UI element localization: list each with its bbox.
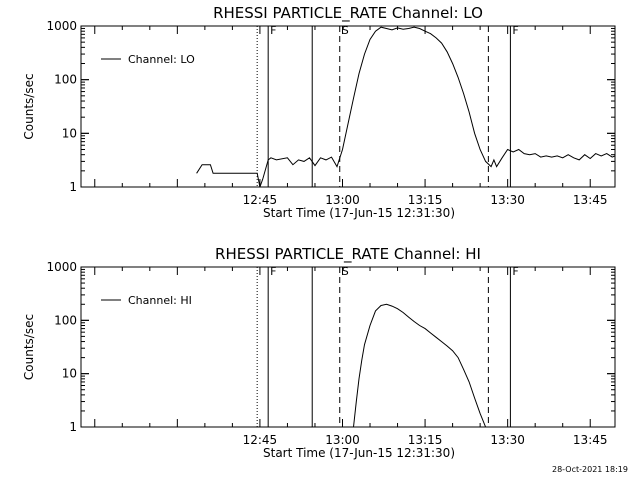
time-marker-label: F [270, 265, 276, 278]
timestamp: 28-Oct-2021 18:19 [552, 465, 628, 474]
chart-title: RHESSI PARTICLE_RATE Channel: LO [213, 4, 483, 23]
x-axis-label: Start Time (17-Jun-15 12:31:30) [263, 206, 455, 220]
legend: Channel: HI [101, 294, 192, 307]
plot-frame [80, 266, 616, 428]
x-tick-label: 12:45 [243, 433, 278, 447]
x-axis-label: Start Time (17-Jun-15 12:31:30) [263, 446, 455, 460]
chart-title: RHESSI PARTICLE_RATE Channel: HI [215, 245, 481, 264]
legend-label: Channel: LO [128, 53, 195, 66]
y-tick-label: 1 [69, 180, 77, 194]
x-tick-label: 13:45 [573, 193, 608, 207]
x-tick-label: 13:45 [573, 433, 608, 447]
x-tick-label: 13:15 [408, 433, 443, 447]
y-tick-label: 100 [54, 313, 77, 327]
time-marker-label: S [342, 24, 349, 37]
y-axis-label: Counts/sec [22, 314, 36, 380]
time-marker-label: F [270, 24, 276, 37]
chart-panel-1: RHESSI PARTICLE_RATE Channel: LO 1 10 100 10… [22, 4, 616, 220]
y-tick-label: 1 [69, 420, 77, 434]
x-tick-label: 13:30 [490, 193, 525, 207]
y-axis-label: Counts/sec [22, 73, 36, 139]
y-tick-label: 10 [62, 367, 77, 381]
series-line [353, 303, 487, 427]
x-tick-label: 13:00 [325, 193, 360, 207]
x-tick-label: 13:00 [325, 433, 360, 447]
legend-label: Channel: HI [128, 294, 192, 307]
chart-panel-2: RHESSI PARTICLE_RATE Channel: HI 1 10 100 10… [22, 245, 616, 460]
x-tick-label: 13:15 [408, 193, 443, 207]
y-tick-label: 1000 [46, 19, 77, 33]
y-tick-label: 100 [54, 73, 77, 87]
x-tick-label: 12:45 [243, 193, 278, 207]
series-line [196, 26, 615, 187]
time-marker-label: F [512, 24, 518, 37]
legend: Channel: LO [101, 53, 195, 66]
x-tick-label: 13:30 [490, 433, 525, 447]
time-marker-label: S [342, 265, 349, 278]
time-marker-label: F [512, 265, 518, 278]
y-tick-label: 1000 [46, 260, 77, 274]
y-tick-label: 10 [62, 126, 77, 140]
plot-frame [80, 25, 616, 188]
